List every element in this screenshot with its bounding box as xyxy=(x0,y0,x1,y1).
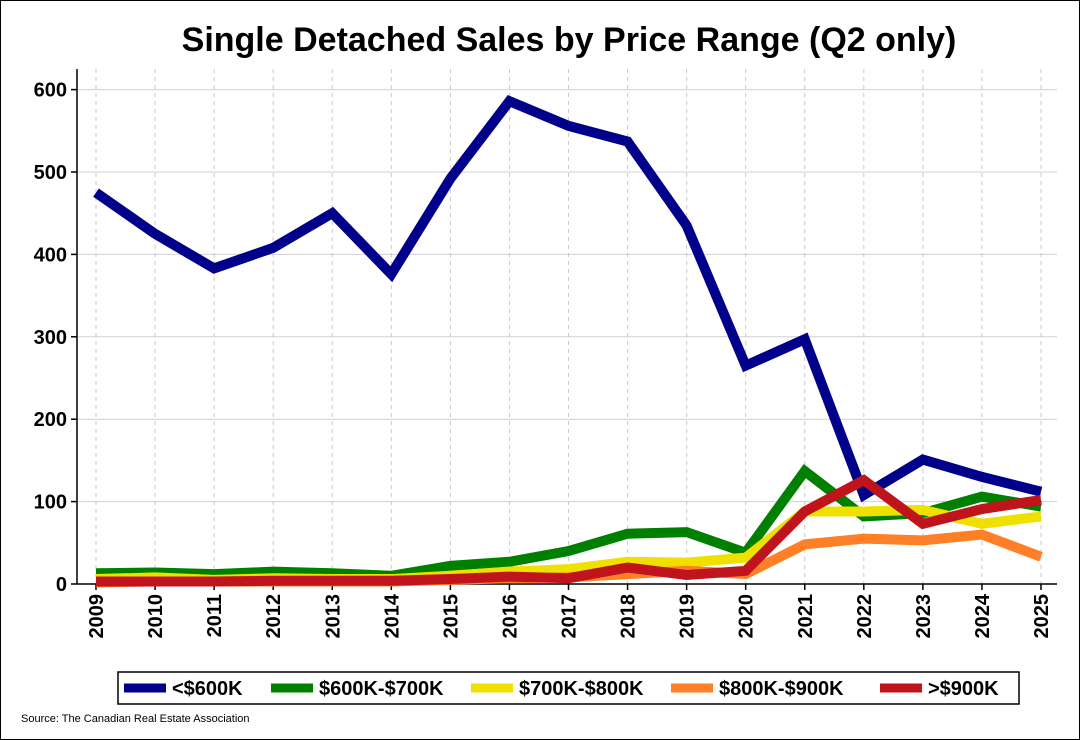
legend-label-2: $700K-$800K xyxy=(519,678,644,700)
y-tick-label: 400 xyxy=(34,244,67,266)
legend-label-1: $600K-$700K xyxy=(319,678,444,700)
x-tick-label: 2017 xyxy=(559,594,581,639)
legend-label-0: <$600K xyxy=(172,678,243,700)
x-tick-label: 2014 xyxy=(381,593,403,638)
x-tick-label: 2009 xyxy=(86,594,108,639)
grid-lines xyxy=(77,69,1057,584)
chart-title: Single Detached Sales by Price Range (Q2… xyxy=(182,21,957,59)
x-tick-label: 2025 xyxy=(1031,594,1053,639)
x-tick-label: 2022 xyxy=(854,594,876,639)
x-axis-ticks: 2009 2010 2011 2012 2013 2014 2015 2016 2017 2018… xyxy=(86,584,1053,639)
y-tick-label: 500 xyxy=(34,162,67,184)
x-tick-label: 2020 xyxy=(736,594,758,639)
y-tick-label: 200 xyxy=(34,409,67,431)
x-tick-label: 2018 xyxy=(618,594,640,639)
x-tick-label: 2010 xyxy=(145,594,167,639)
x-tick-label: 2012 xyxy=(263,594,285,639)
legend-label-4: >$900K xyxy=(928,678,999,700)
legend-label-3: $800K-$900K xyxy=(719,678,844,700)
source-note: Source: The Canadian Real Estate Associa… xyxy=(21,713,250,725)
x-tick-label: 2021 xyxy=(795,594,817,639)
series-lines xyxy=(93,95,1043,588)
legend-box xyxy=(117,671,1020,705)
series-line-0 xyxy=(93,95,1043,503)
y-axis-ticks: 0 100 200 300 400 500 600 xyxy=(34,80,77,596)
x-tick-label: 2024 xyxy=(972,593,994,638)
x-tick-label: 2013 xyxy=(322,594,344,639)
x-tick-label: 2016 xyxy=(499,594,521,639)
x-tick-label: 2015 xyxy=(440,594,462,639)
x-tick-label: 2023 xyxy=(913,594,935,639)
y-tick-label: 300 xyxy=(34,327,67,349)
series-line-4 xyxy=(96,474,1042,587)
y-tick-label: 100 xyxy=(34,492,67,514)
y-tick-label: 0 xyxy=(56,574,67,596)
y-tick-label: 600 xyxy=(34,80,67,102)
x-tick-label: 2011 xyxy=(204,594,226,637)
legend: <$600K $600K-$700K $700K-$800K $800K-$900K >… xyxy=(117,671,1020,705)
x-tick-label: 2019 xyxy=(677,594,699,639)
